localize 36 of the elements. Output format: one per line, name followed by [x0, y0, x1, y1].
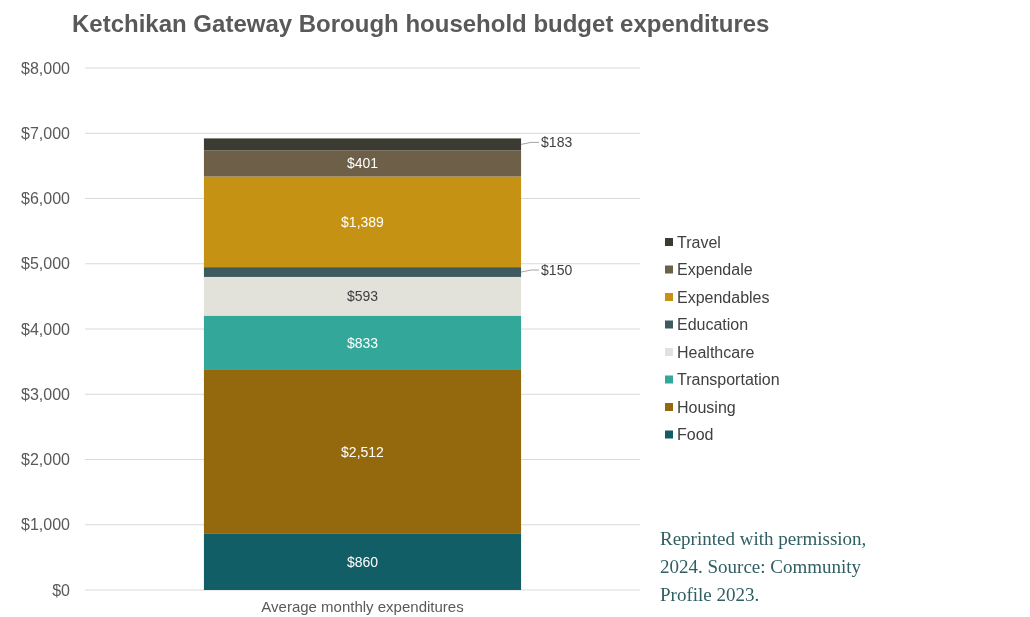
- bar: [203, 315, 522, 370]
- legend-label: Food: [677, 426, 714, 444]
- data-label: $860: [346, 553, 379, 570]
- data-label: $593: [346, 288, 379, 305]
- data-label: $401: [346, 155, 379, 172]
- y-tick-label: $5,000: [21, 255, 71, 273]
- legend-label: Transportation: [677, 371, 780, 389]
- bar: [203, 138, 522, 151]
- x-tick-label: Average monthly expenditures: [261, 598, 464, 615]
- bar: [203, 267, 522, 277]
- bar: [203, 276, 522, 316]
- legend-label: Expendale: [677, 261, 753, 279]
- bar: [203, 176, 522, 268]
- y-tick-label: $1,000: [21, 516, 71, 534]
- y-tick-label: $3,000: [21, 385, 71, 403]
- chart-title: Ketchikan Gateway Borough household budget expenditures: [72, 10, 770, 37]
- y-tick-label: $0: [52, 581, 71, 599]
- legend-label: Housing: [677, 398, 736, 416]
- data-label: $833: [346, 334, 379, 351]
- y-tick-label: $4,000: [21, 320, 71, 338]
- y-tick-label: $2,000: [21, 451, 71, 469]
- bar: [203, 533, 522, 590]
- legend-label: Education: [677, 316, 749, 334]
- legend-label: Travel: [677, 233, 721, 251]
- text: Reprinted with permission, 2024. Source: Community Profile 2023.: [660, 528, 867, 605]
- y-tick-label: $7,000: [21, 124, 71, 142]
- bar: [203, 369, 522, 534]
- y-tick-label: $6,000: [21, 190, 71, 208]
- data-label: $1,389: [341, 213, 385, 230]
- bar: [203, 150, 522, 177]
- y-tick-label: $8,000: [21, 59, 71, 77]
- data-label: $150: [541, 261, 573, 278]
- data-label: $183: [541, 134, 573, 151]
- data-label: $2,512: [341, 443, 385, 460]
- legend-label: Expendables: [677, 288, 770, 306]
- legend-label: Healthcare: [677, 343, 755, 361]
